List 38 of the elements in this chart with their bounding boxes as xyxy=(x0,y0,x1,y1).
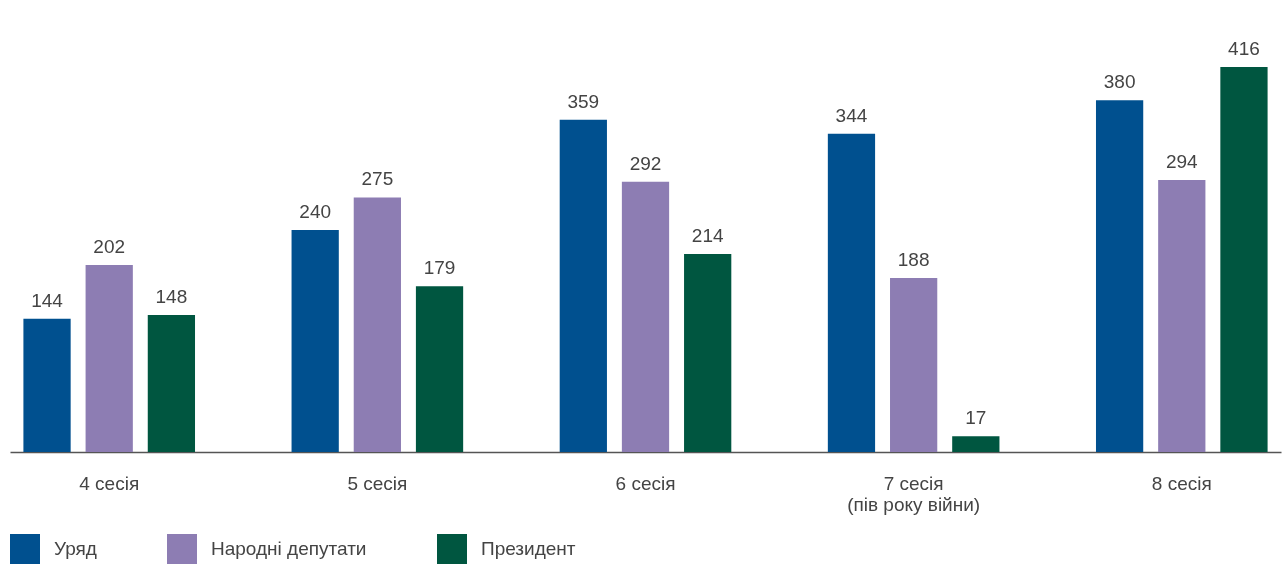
data-label: 188 xyxy=(897,249,930,271)
x-tick-label: 7 сесія (пів року війни) xyxy=(847,472,981,515)
bar xyxy=(85,265,133,452)
bar xyxy=(1158,179,1206,452)
bar xyxy=(353,197,401,452)
bar xyxy=(23,318,71,452)
bar xyxy=(684,253,732,452)
legend-label: Уряд xyxy=(54,538,97,559)
data-label: 240 xyxy=(299,200,332,222)
data-label: 359 xyxy=(567,90,600,112)
bar xyxy=(827,133,876,452)
data-label: 275 xyxy=(361,168,394,190)
legend-label: Народні депутати xyxy=(211,538,367,559)
data-label: 144 xyxy=(31,289,64,311)
data-label: 292 xyxy=(629,152,662,174)
legend-label: Президент xyxy=(481,538,576,559)
bar xyxy=(1095,100,1144,452)
bar xyxy=(1220,67,1268,452)
bar xyxy=(952,436,1000,452)
bar xyxy=(621,181,670,452)
bar xyxy=(147,315,196,452)
x-tick-label: 5 сесія xyxy=(347,472,408,494)
data-label: 344 xyxy=(835,104,868,126)
data-label: 294 xyxy=(1165,150,1199,172)
x-tick-label: 4 сесія xyxy=(79,472,140,494)
data-label: 17 xyxy=(965,407,987,429)
data-label: 416 xyxy=(1228,38,1260,59)
bar xyxy=(291,229,339,452)
data-label: 148 xyxy=(155,286,188,308)
data-label: 202 xyxy=(93,236,126,258)
bar xyxy=(559,119,607,452)
data-label: 179 xyxy=(423,257,456,279)
data-label: 214 xyxy=(691,224,724,246)
bar xyxy=(890,278,938,452)
data-label: 380 xyxy=(1103,71,1136,93)
x-tick-label: 6 сесія xyxy=(615,472,676,494)
bar xyxy=(415,286,464,452)
x-tick-label: 8 сесія xyxy=(1151,472,1212,494)
